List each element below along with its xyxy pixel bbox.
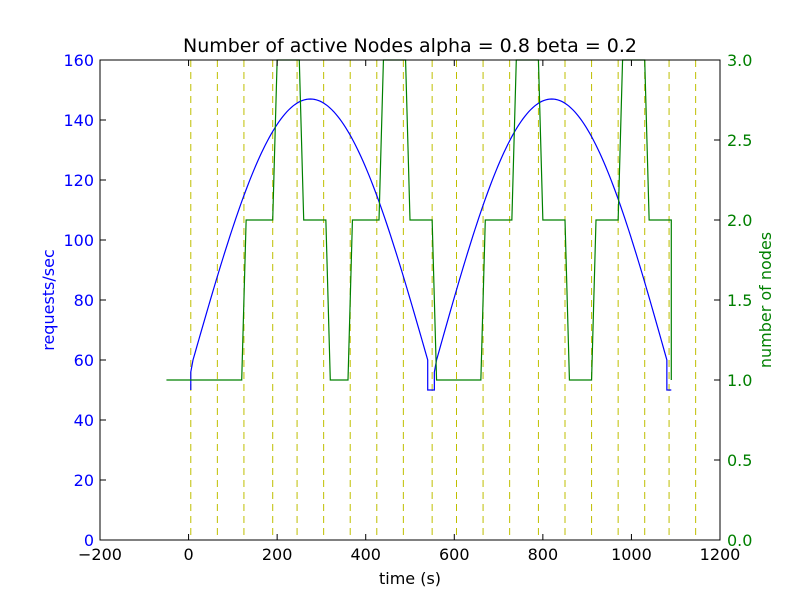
y2-tick-label: 1.5 (727, 291, 752, 310)
x-axis-label: time (s) (379, 569, 441, 588)
x-tick-label: 200 (262, 545, 293, 564)
y2-tick-label: 2.5 (727, 131, 752, 150)
y-tick-label: 140 (63, 111, 94, 130)
y-tick-label: 80 (74, 291, 94, 310)
x-tick-label: 0 (183, 545, 193, 564)
y-tick-label: 20 (74, 471, 94, 490)
y2-tick-label: 3.0 (727, 51, 752, 70)
y2-tick-label: 1.0 (727, 371, 752, 390)
y2-tick-label: 2.0 (727, 211, 752, 230)
x-tick-label: 1000 (611, 545, 652, 564)
chart-title: Number of active Nodes alpha = 0.8 beta … (183, 35, 637, 57)
plot-area: −200 0 200 400 600 800 1000 1200020406080100120… (63, 51, 752, 564)
y-tick-label: 40 (74, 411, 94, 430)
y-tick-label: 60 (74, 351, 94, 370)
y2-tick-label: 0.5 (727, 451, 752, 470)
x-tick-label: 600 (439, 545, 470, 564)
y-tick-label: 120 (63, 171, 94, 190)
y-axis-label-right: number of nodes (756, 232, 775, 368)
x-tick-label: −200 (78, 545, 122, 564)
y-tick-label: 0 (84, 531, 94, 550)
x-tick-label: 400 (350, 545, 381, 564)
x-tick-label: 1200 (700, 545, 741, 564)
y-axis-label-left: requests/sec (39, 249, 58, 351)
series-requests-line (190, 98, 672, 391)
y-tick-label: 100 (63, 231, 94, 250)
y2-tick-label: 0.0 (727, 531, 752, 550)
y-tick-label: 160 (63, 51, 94, 70)
x-tick-label: 800 (528, 545, 559, 564)
